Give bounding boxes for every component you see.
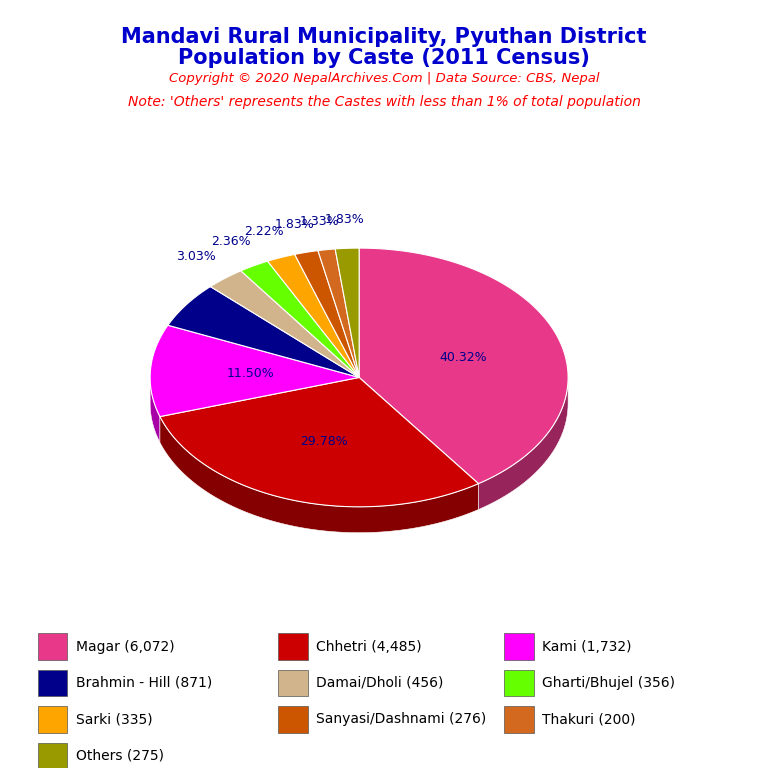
Polygon shape bbox=[160, 416, 478, 533]
Polygon shape bbox=[160, 377, 478, 507]
Bar bbox=[38, 743, 68, 768]
Text: Population by Caste (2011 Census): Population by Caste (2011 Census) bbox=[178, 48, 590, 68]
Bar bbox=[504, 634, 534, 660]
Bar bbox=[278, 670, 308, 696]
Polygon shape bbox=[359, 248, 568, 484]
Text: 3.03%: 3.03% bbox=[176, 250, 215, 263]
Text: Kami (1,732): Kami (1,732) bbox=[542, 640, 632, 654]
Text: 2.36%: 2.36% bbox=[211, 234, 250, 247]
Bar bbox=[504, 707, 534, 733]
Text: Sanyasi/Dashnami (276): Sanyasi/Dashnami (276) bbox=[316, 713, 486, 727]
Polygon shape bbox=[318, 249, 359, 377]
Polygon shape bbox=[168, 286, 359, 377]
Bar bbox=[278, 707, 308, 733]
Polygon shape bbox=[150, 326, 359, 416]
Polygon shape bbox=[295, 250, 359, 377]
Text: 5.78%: 5.78% bbox=[236, 327, 276, 340]
Polygon shape bbox=[150, 377, 160, 442]
Text: 29.78%: 29.78% bbox=[300, 435, 348, 448]
Text: 11.50%: 11.50% bbox=[227, 367, 274, 380]
Text: 40.32%: 40.32% bbox=[439, 351, 487, 364]
Text: Copyright © 2020 NepalArchives.Com | Data Source: CBS, Nepal: Copyright © 2020 NepalArchives.Com | Dat… bbox=[169, 72, 599, 85]
Text: Magar (6,072): Magar (6,072) bbox=[76, 640, 174, 654]
Text: Sarki (335): Sarki (335) bbox=[76, 713, 153, 727]
Polygon shape bbox=[335, 248, 359, 377]
Polygon shape bbox=[478, 378, 568, 509]
Bar bbox=[38, 707, 68, 733]
Text: 1.83%: 1.83% bbox=[275, 218, 314, 231]
Bar bbox=[504, 670, 534, 696]
Text: 2.22%: 2.22% bbox=[244, 224, 283, 237]
Bar bbox=[38, 670, 68, 696]
Text: 1.83%: 1.83% bbox=[325, 214, 364, 227]
Text: 1.33%: 1.33% bbox=[300, 215, 339, 228]
Text: Others (275): Others (275) bbox=[76, 749, 164, 763]
Polygon shape bbox=[267, 254, 359, 377]
Text: Brahmin - Hill (871): Brahmin - Hill (871) bbox=[76, 676, 212, 690]
Text: Chhetri (4,485): Chhetri (4,485) bbox=[316, 640, 422, 654]
Bar bbox=[278, 634, 308, 660]
Text: Gharti/Bhujel (356): Gharti/Bhujel (356) bbox=[542, 676, 675, 690]
Text: Mandavi Rural Municipality, Pyuthan District: Mandavi Rural Municipality, Pyuthan Dist… bbox=[121, 27, 647, 47]
Polygon shape bbox=[210, 271, 359, 377]
Text: Thakuri (200): Thakuri (200) bbox=[542, 713, 636, 727]
Text: Damai/Dholi (456): Damai/Dholi (456) bbox=[316, 676, 444, 690]
Text: Note: 'Others' represents the Castes with less than 1% of total population: Note: 'Others' represents the Castes wit… bbox=[127, 95, 641, 109]
Polygon shape bbox=[241, 261, 359, 377]
Bar bbox=[38, 634, 68, 660]
